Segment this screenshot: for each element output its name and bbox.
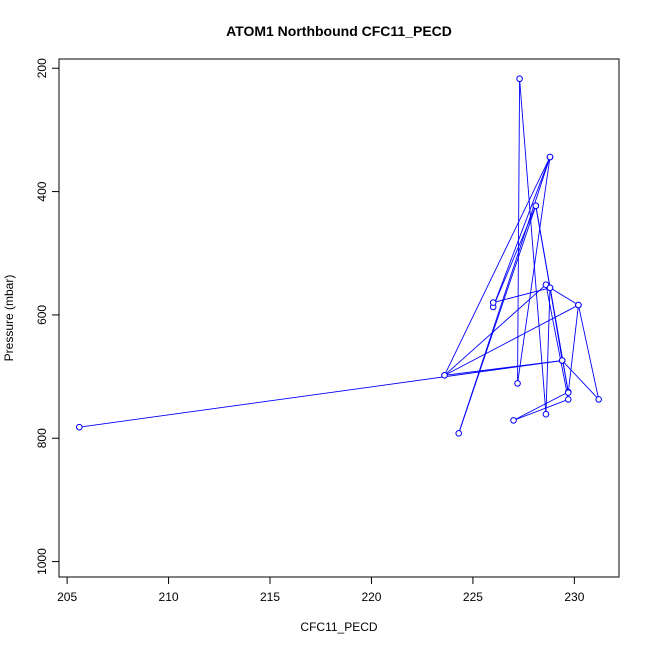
- data-point: [516, 75, 523, 83]
- y-tick-label: 1000: [35, 548, 49, 575]
- y-axis: 200 400 600 800 1000: [35, 58, 59, 575]
- series-segment: [79, 360, 563, 428]
- series-segment: [577, 304, 600, 400]
- series-points: [75, 75, 603, 437]
- series-segment: [535, 205, 569, 393]
- series-segment: [567, 304, 579, 393]
- x-tick-label: 210: [159, 590, 179, 604]
- plot-frame: [58, 58, 620, 578]
- x-tick-label: 230: [564, 590, 584, 604]
- y-tick-label: 200: [35, 58, 49, 78]
- data-point: [441, 372, 448, 379]
- x-tick-label: 215: [260, 590, 280, 604]
- data-point: [510, 417, 517, 424]
- series-segment: [444, 360, 563, 376]
- data-point: [558, 357, 566, 364]
- data-point: [455, 430, 463, 437]
- series-segment: [519, 78, 547, 415]
- series-segment: [492, 156, 551, 308]
- series-segment: [549, 287, 579, 306]
- x-axis: 205 210 215 220 225 230: [57, 577, 585, 604]
- x-tick-label: 220: [361, 590, 381, 604]
- data-point: [546, 153, 554, 161]
- data-point: [542, 410, 550, 418]
- x-tick-label: 205: [57, 590, 77, 604]
- data-point: [546, 284, 554, 292]
- series-segment: [458, 205, 537, 434]
- y-axis-label: Pressure (mbar): [2, 275, 16, 362]
- data-point: [575, 301, 582, 309]
- x-tick-label: 225: [463, 590, 483, 604]
- series-segment: [517, 78, 521, 384]
- y-tick-label: 400: [35, 181, 49, 201]
- x-axis-label: CFC11_PECD: [300, 620, 377, 634]
- data-point: [564, 396, 572, 403]
- series-segment: [444, 304, 579, 376]
- series-segment: [444, 156, 551, 376]
- data-point: [595, 396, 603, 403]
- data-point: [564, 389, 572, 396]
- series-segment: [513, 391, 569, 421]
- y-tick-label: 800: [35, 428, 49, 448]
- series-segment: [545, 284, 569, 400]
- data-point: [514, 380, 521, 387]
- series-segment: [517, 156, 551, 384]
- series-segment: [545, 287, 551, 415]
- series-segment: [561, 360, 600, 400]
- chart-title: ATOM1 Northbound CFC11_PECD: [226, 23, 452, 39]
- data-point: [532, 202, 540, 210]
- series-lines: [79, 78, 600, 434]
- data-point: [489, 299, 497, 306]
- series-segment: [444, 284, 547, 376]
- series-segment: [493, 287, 551, 304]
- y-tick-label: 600: [35, 305, 49, 325]
- data-point: [75, 423, 83, 431]
- series-segment: [513, 398, 569, 421]
- series-segment: [492, 205, 537, 308]
